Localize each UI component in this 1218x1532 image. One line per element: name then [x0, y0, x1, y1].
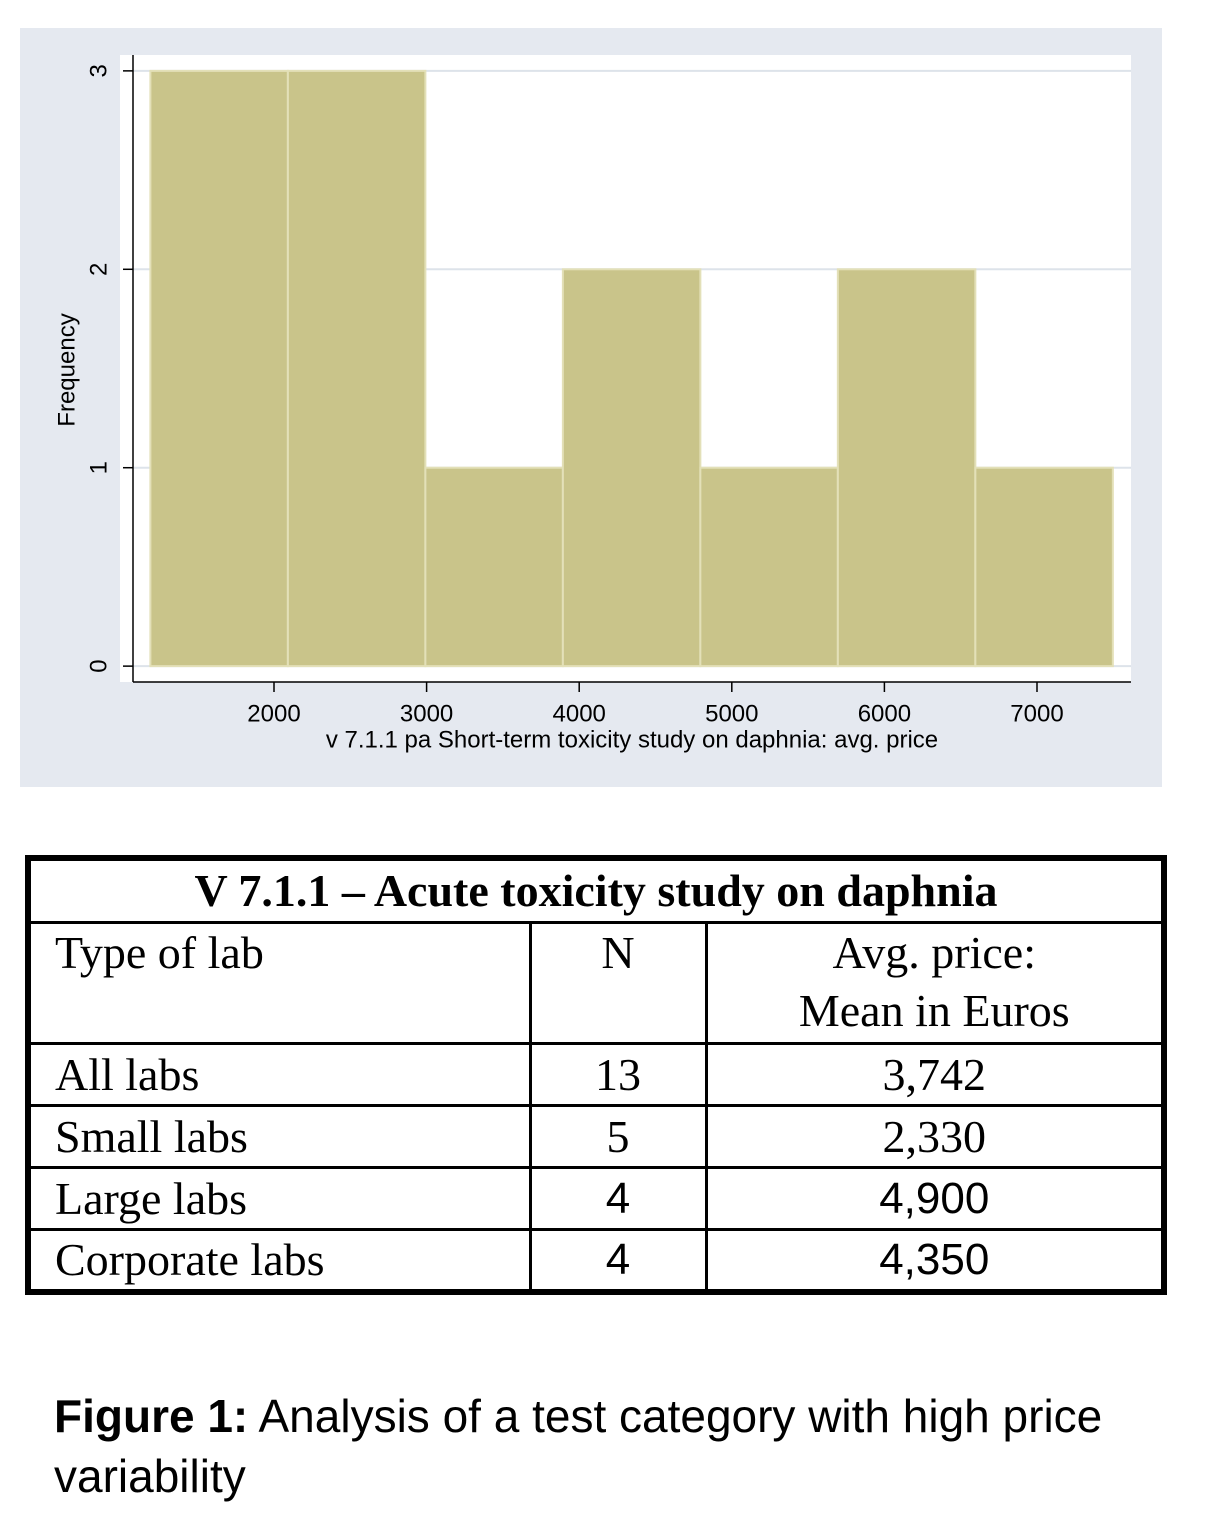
bar	[699, 466, 839, 668]
y-axis-label: Frequency	[53, 313, 80, 426]
caption: Figure 1: Analysis of a test category wi…	[54, 1386, 1174, 1506]
bar	[149, 69, 289, 668]
cell: 3,742	[704, 1042, 1166, 1107]
bar	[836, 268, 977, 668]
y-tick-label: 1	[85, 461, 112, 474]
header-cell: N	[528, 921, 708, 1045]
y-tick-label: 0	[85, 659, 112, 672]
cell: Corporate labs	[26, 1228, 532, 1294]
chart: v 7.1.1 pa Short-term toxicity study on …	[20, 28, 1162, 787]
cell: 4,350	[704, 1228, 1166, 1294]
x-tick-label: 7000	[1010, 700, 1063, 727]
caption-text: Analysis of a test category with high pr…	[54, 1390, 1103, 1502]
cell: Small labs	[26, 1104, 532, 1169]
y-tick-label: 2	[85, 263, 112, 276]
table-title: V 7.1.1 – Acute toxicity study on daphni…	[26, 856, 1166, 924]
cell: 4,900	[704, 1166, 1166, 1231]
header-line: Avg. price:	[832, 927, 1037, 978]
caption-label: Figure 1:	[54, 1390, 249, 1442]
cell: Large labs	[26, 1166, 532, 1231]
x-tick-label: 2000	[247, 700, 300, 727]
x-tick-label: 5000	[705, 700, 758, 727]
cell: 4	[528, 1166, 708, 1231]
x-tick-label: 4000	[553, 700, 606, 727]
cell: 4	[528, 1228, 708, 1294]
bar	[974, 466, 1114, 668]
x-tick-label: 6000	[858, 700, 911, 727]
bar	[286, 69, 427, 668]
x-axis-label: v 7.1.1 pa Short-term toxicity study on …	[326, 726, 938, 753]
header-cell: Type of lab	[26, 921, 532, 1045]
header-cell: Avg. price: Mean in Euros	[704, 921, 1166, 1045]
cell: All labs	[26, 1042, 532, 1107]
cell: 13	[528, 1042, 708, 1107]
header-line: Mean in Euros	[798, 985, 1070, 1036]
cell: 5	[528, 1104, 708, 1169]
y-tick-label: 3	[85, 64, 112, 77]
x-tick-label: 3000	[400, 700, 453, 727]
bar	[424, 466, 564, 668]
bar	[561, 268, 702, 668]
summary-table: V 7.1.1 – Acute toxicity study on daphni…	[25, 855, 1167, 1295]
cell: 2,330	[704, 1104, 1166, 1169]
